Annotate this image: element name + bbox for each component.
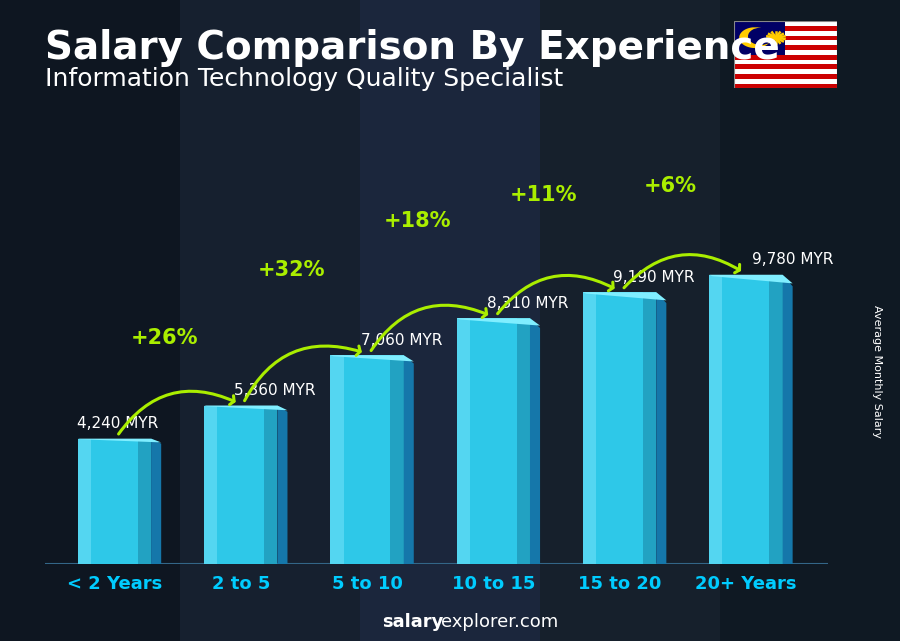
Bar (734, 40, 837, 45)
Bar (734, 69, 837, 74)
Bar (734, 35, 837, 40)
Text: Average Monthly Salary: Average Monthly Salary (872, 305, 883, 438)
Polygon shape (330, 355, 414, 362)
Bar (709, 275, 782, 564)
Text: 8,310 MYR: 8,310 MYR (487, 296, 569, 311)
Bar (180, 0, 360, 641)
Bar (138, 438, 151, 564)
Bar (734, 83, 837, 88)
Text: 9,780 MYR: 9,780 MYR (752, 253, 833, 267)
Text: explorer.com: explorer.com (441, 613, 558, 631)
Bar (709, 275, 723, 564)
Bar (644, 292, 656, 564)
Text: 5,360 MYR: 5,360 MYR (234, 383, 316, 398)
Polygon shape (77, 438, 161, 442)
Bar (391, 355, 404, 564)
Bar (734, 79, 837, 83)
Polygon shape (404, 355, 414, 564)
Polygon shape (456, 318, 540, 326)
Text: +18%: +18% (383, 211, 451, 231)
Polygon shape (656, 292, 666, 564)
Bar (77, 438, 91, 564)
Bar (734, 45, 837, 50)
Bar (734, 60, 837, 64)
Text: Salary Comparison By Experience: Salary Comparison By Experience (45, 29, 779, 67)
Polygon shape (739, 28, 771, 48)
Text: salary: salary (382, 613, 444, 631)
Polygon shape (204, 406, 287, 410)
Bar (734, 26, 837, 31)
Polygon shape (709, 275, 793, 283)
Text: Information Technology Quality Specialist: Information Technology Quality Specialis… (45, 67, 563, 91)
Bar (734, 21, 785, 54)
Bar (330, 355, 404, 564)
Bar (77, 438, 151, 564)
Bar (583, 292, 596, 564)
Bar (330, 355, 344, 564)
Bar (0, 0, 180, 641)
Bar (734, 54, 837, 60)
Text: 9,190 MYR: 9,190 MYR (613, 270, 695, 285)
Text: +6%: +6% (644, 176, 697, 196)
Polygon shape (277, 406, 287, 564)
Polygon shape (583, 292, 666, 301)
Text: +11%: +11% (510, 185, 578, 205)
Bar (540, 0, 720, 641)
Bar (204, 406, 217, 564)
Bar (734, 21, 837, 26)
Polygon shape (530, 318, 540, 564)
Polygon shape (151, 438, 161, 564)
Bar (720, 0, 900, 641)
Bar (204, 406, 277, 564)
Circle shape (749, 28, 773, 44)
Bar (360, 0, 540, 641)
Text: +32%: +32% (257, 260, 325, 279)
Bar (734, 74, 837, 79)
Bar (770, 275, 782, 564)
Bar (734, 31, 837, 35)
Bar (456, 318, 530, 564)
Text: +26%: +26% (131, 328, 199, 348)
Bar (583, 292, 656, 564)
Text: 4,240 MYR: 4,240 MYR (76, 416, 158, 431)
Bar (517, 318, 530, 564)
Bar (456, 318, 470, 564)
Bar (265, 406, 277, 564)
Polygon shape (782, 275, 793, 564)
Bar (734, 64, 837, 69)
Bar (734, 50, 837, 54)
Text: 7,060 MYR: 7,060 MYR (361, 333, 442, 348)
